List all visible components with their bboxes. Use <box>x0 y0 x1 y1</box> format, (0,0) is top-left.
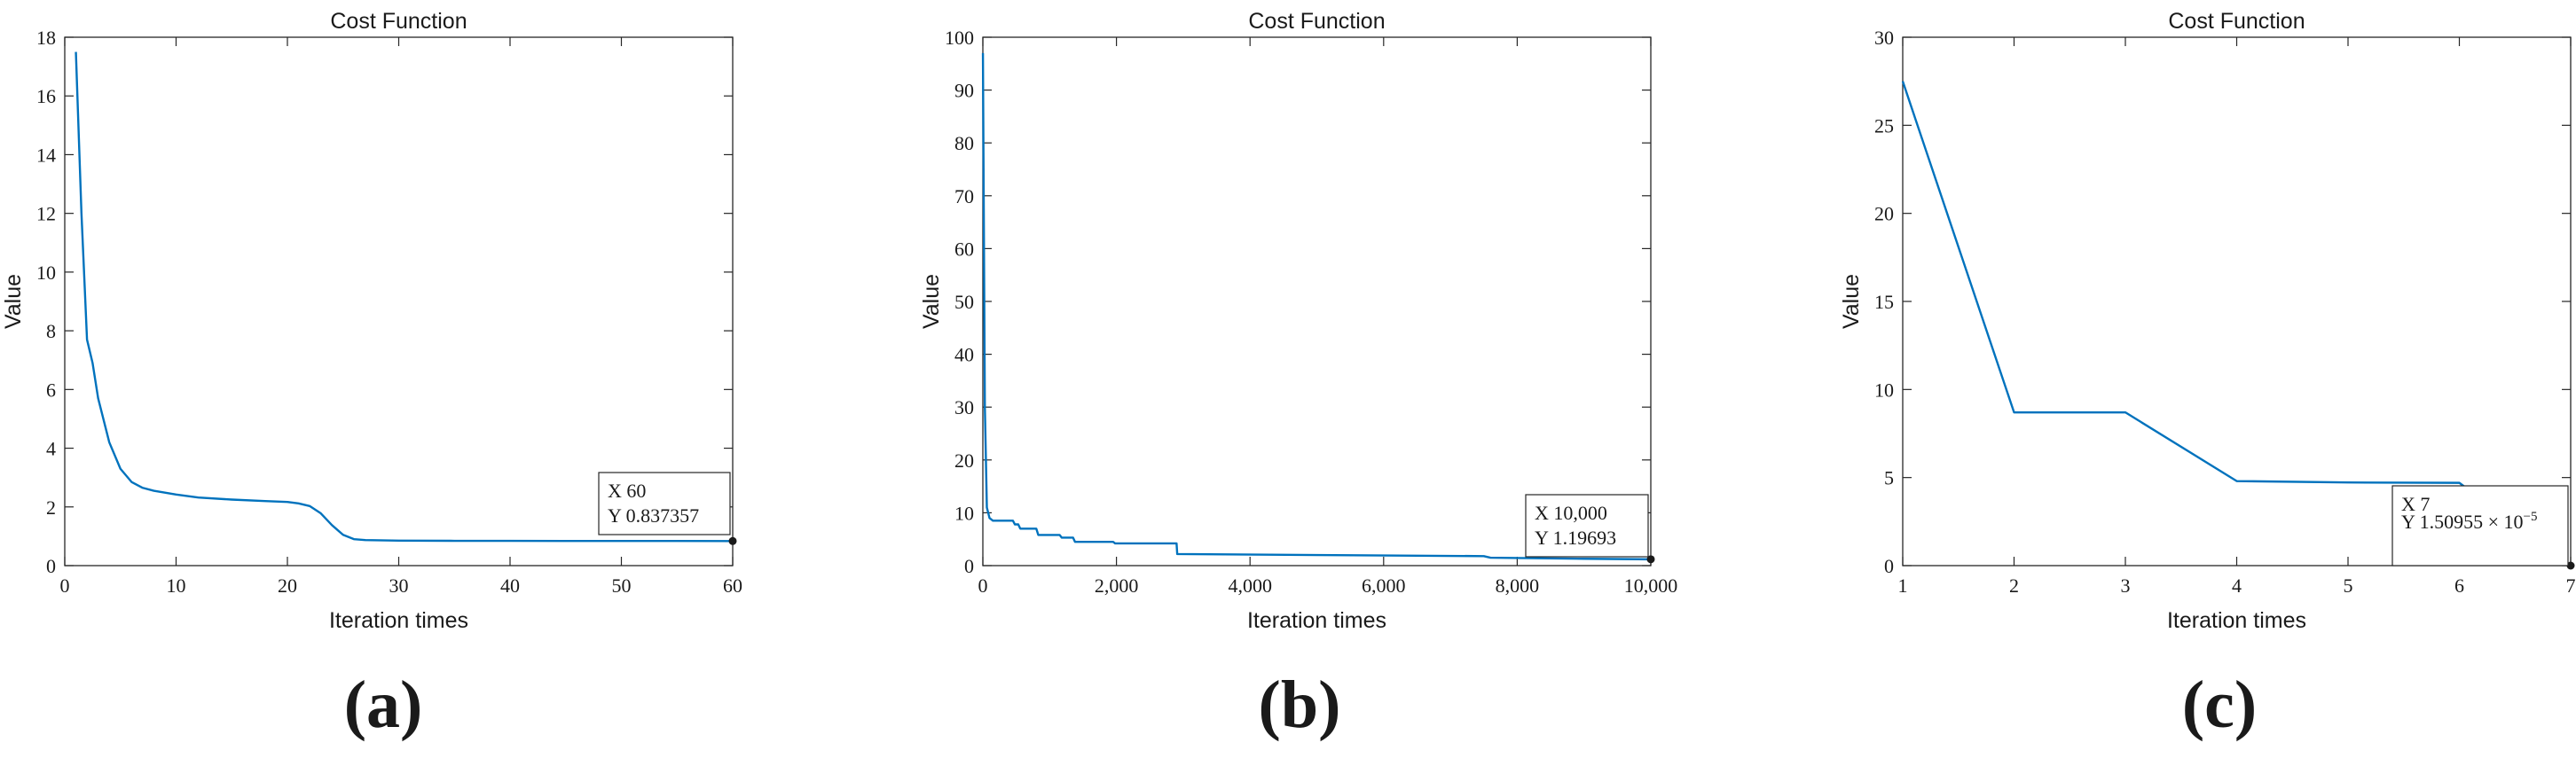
x-tick-label: 4 <box>2232 574 2242 597</box>
datatip-marker <box>728 536 737 545</box>
y-tick-label: 0 <box>1884 555 1894 577</box>
datatip-x-text: X 7 <box>2401 493 2430 515</box>
y-tick-label: 0 <box>964 555 974 577</box>
chart-title: Cost Function <box>2168 9 2305 34</box>
datatip-box <box>1525 494 1649 558</box>
y-tick-label: 40 <box>954 344 974 366</box>
datatip-y-text: Y 1.50955 × 10−5 <box>2401 510 2537 533</box>
chart-panel: 0 2,000 4,000 6,000 8,000 10,000 0 10 20 30 40 50 60… <box>919 9 1677 742</box>
datatip: X 10,000 Y 1.19693 <box>1525 494 1649 558</box>
chart-title: Cost Function <box>330 9 467 34</box>
y-tick-label: 18 <box>36 27 56 49</box>
x-tick-label: 6,000 <box>1362 574 1406 597</box>
y-tick-label: 10 <box>954 502 974 524</box>
x-tick-label: 6 <box>2454 574 2464 597</box>
panel-caption: (c) <box>2182 668 2257 742</box>
y-tick-label: 2 <box>46 496 56 519</box>
datatip-x-text: X 10,000 <box>1535 502 1607 524</box>
x-tick-label: 5 <box>2344 574 2353 597</box>
chart-panel: 1 2 3 4 5 6 7 0 5 10 15 20 25 30 Cost Function Iteratio… <box>1839 9 2576 742</box>
x-tick-label: 0 <box>978 574 988 597</box>
series-line <box>1901 81 2572 567</box>
y-tick-label: 80 <box>954 132 974 154</box>
y-tick-label: 10 <box>36 262 56 284</box>
datatip: X 7Y 1.50955 × 10−5 <box>2391 485 2569 567</box>
x-tick-label: 3 <box>2121 574 2131 597</box>
datatip-box <box>598 472 731 535</box>
x-tick-label: 20 <box>278 574 297 597</box>
y-axis-label: Value <box>1839 274 1864 329</box>
y-tick-label: 16 <box>36 85 56 107</box>
datatip-box <box>2391 485 2569 567</box>
datatip-marker <box>1646 555 1655 564</box>
y-tick-label: 50 <box>954 291 974 313</box>
x-tick-label: 7 <box>2566 574 2576 597</box>
x-tick-label: 10 <box>167 574 186 597</box>
panel-caption: (b) <box>1259 668 1341 742</box>
datatip-y-exponent: −5 <box>2523 510 2537 524</box>
y-tick-label: 20 <box>1874 203 1894 225</box>
y-tick-label: 0 <box>46 555 56 577</box>
chart-panel: 0 10 20 30 40 50 60 0 2 4 6 8 10 12 14 16 18 Cost Functio… <box>1 9 742 742</box>
datatip-x-text: X 60 <box>608 480 646 502</box>
x-tick-label: 40 <box>500 574 520 597</box>
x-axis-label: Iteration times <box>329 608 468 633</box>
x-axis-label: Iteration times <box>1247 608 1386 633</box>
y-tick-label: 30 <box>954 396 974 418</box>
y-tick-label: 14 <box>36 144 56 166</box>
x-tick-label: 50 <box>612 574 632 597</box>
x-tick-label: 10,000 <box>1624 574 1678 597</box>
x-tick-label: 2,000 <box>1095 574 1139 597</box>
y-tick-label: 6 <box>46 379 56 401</box>
y-axis-label: Value <box>1 274 26 329</box>
y-tick-label: 10 <box>1874 379 1894 401</box>
plot-area <box>982 36 1652 567</box>
y-tick-label: 15 <box>1874 291 1894 313</box>
x-tick-label: 1 <box>1898 574 1908 597</box>
y-tick-label: 4 <box>46 438 56 460</box>
x-tick-label: 60 <box>723 574 742 597</box>
panel-caption: (a) <box>344 668 423 742</box>
y-tick-label: 30 <box>1874 27 1894 49</box>
y-tick-label: 25 <box>1874 114 1894 137</box>
datatip-y-text: Y 0.837357 <box>608 504 699 527</box>
y-tick-label: 90 <box>954 80 974 102</box>
x-tick-label: 8,000 <box>1496 574 1540 597</box>
series-line <box>981 52 1652 561</box>
x-tick-label: 2 <box>2009 574 2019 597</box>
y-tick-label: 70 <box>954 185 974 207</box>
x-tick-label: 0 <box>60 574 70 597</box>
y-tick-label: 8 <box>46 320 56 342</box>
y-axis-label: Value <box>919 274 944 329</box>
y-tick-label: 5 <box>1884 467 1894 489</box>
x-tick-label: 30 <box>389 574 409 597</box>
y-tick-label: 100 <box>945 27 974 49</box>
y-tick-label: 20 <box>954 449 974 472</box>
datatip-y-text: Y 1.19693 <box>1535 527 1616 549</box>
y-tick-label: 60 <box>954 238 974 260</box>
x-axis-label: Iteration times <box>2167 608 2306 633</box>
chart-title: Cost Function <box>1248 9 1385 34</box>
datatip-marker <box>2566 561 2575 570</box>
plot-area <box>1902 36 2572 567</box>
datatip: X 60Y 0.837357 <box>598 472 731 535</box>
y-tick-label: 12 <box>36 203 56 225</box>
series-line <box>75 51 734 543</box>
x-tick-label: 4,000 <box>1228 574 1272 597</box>
